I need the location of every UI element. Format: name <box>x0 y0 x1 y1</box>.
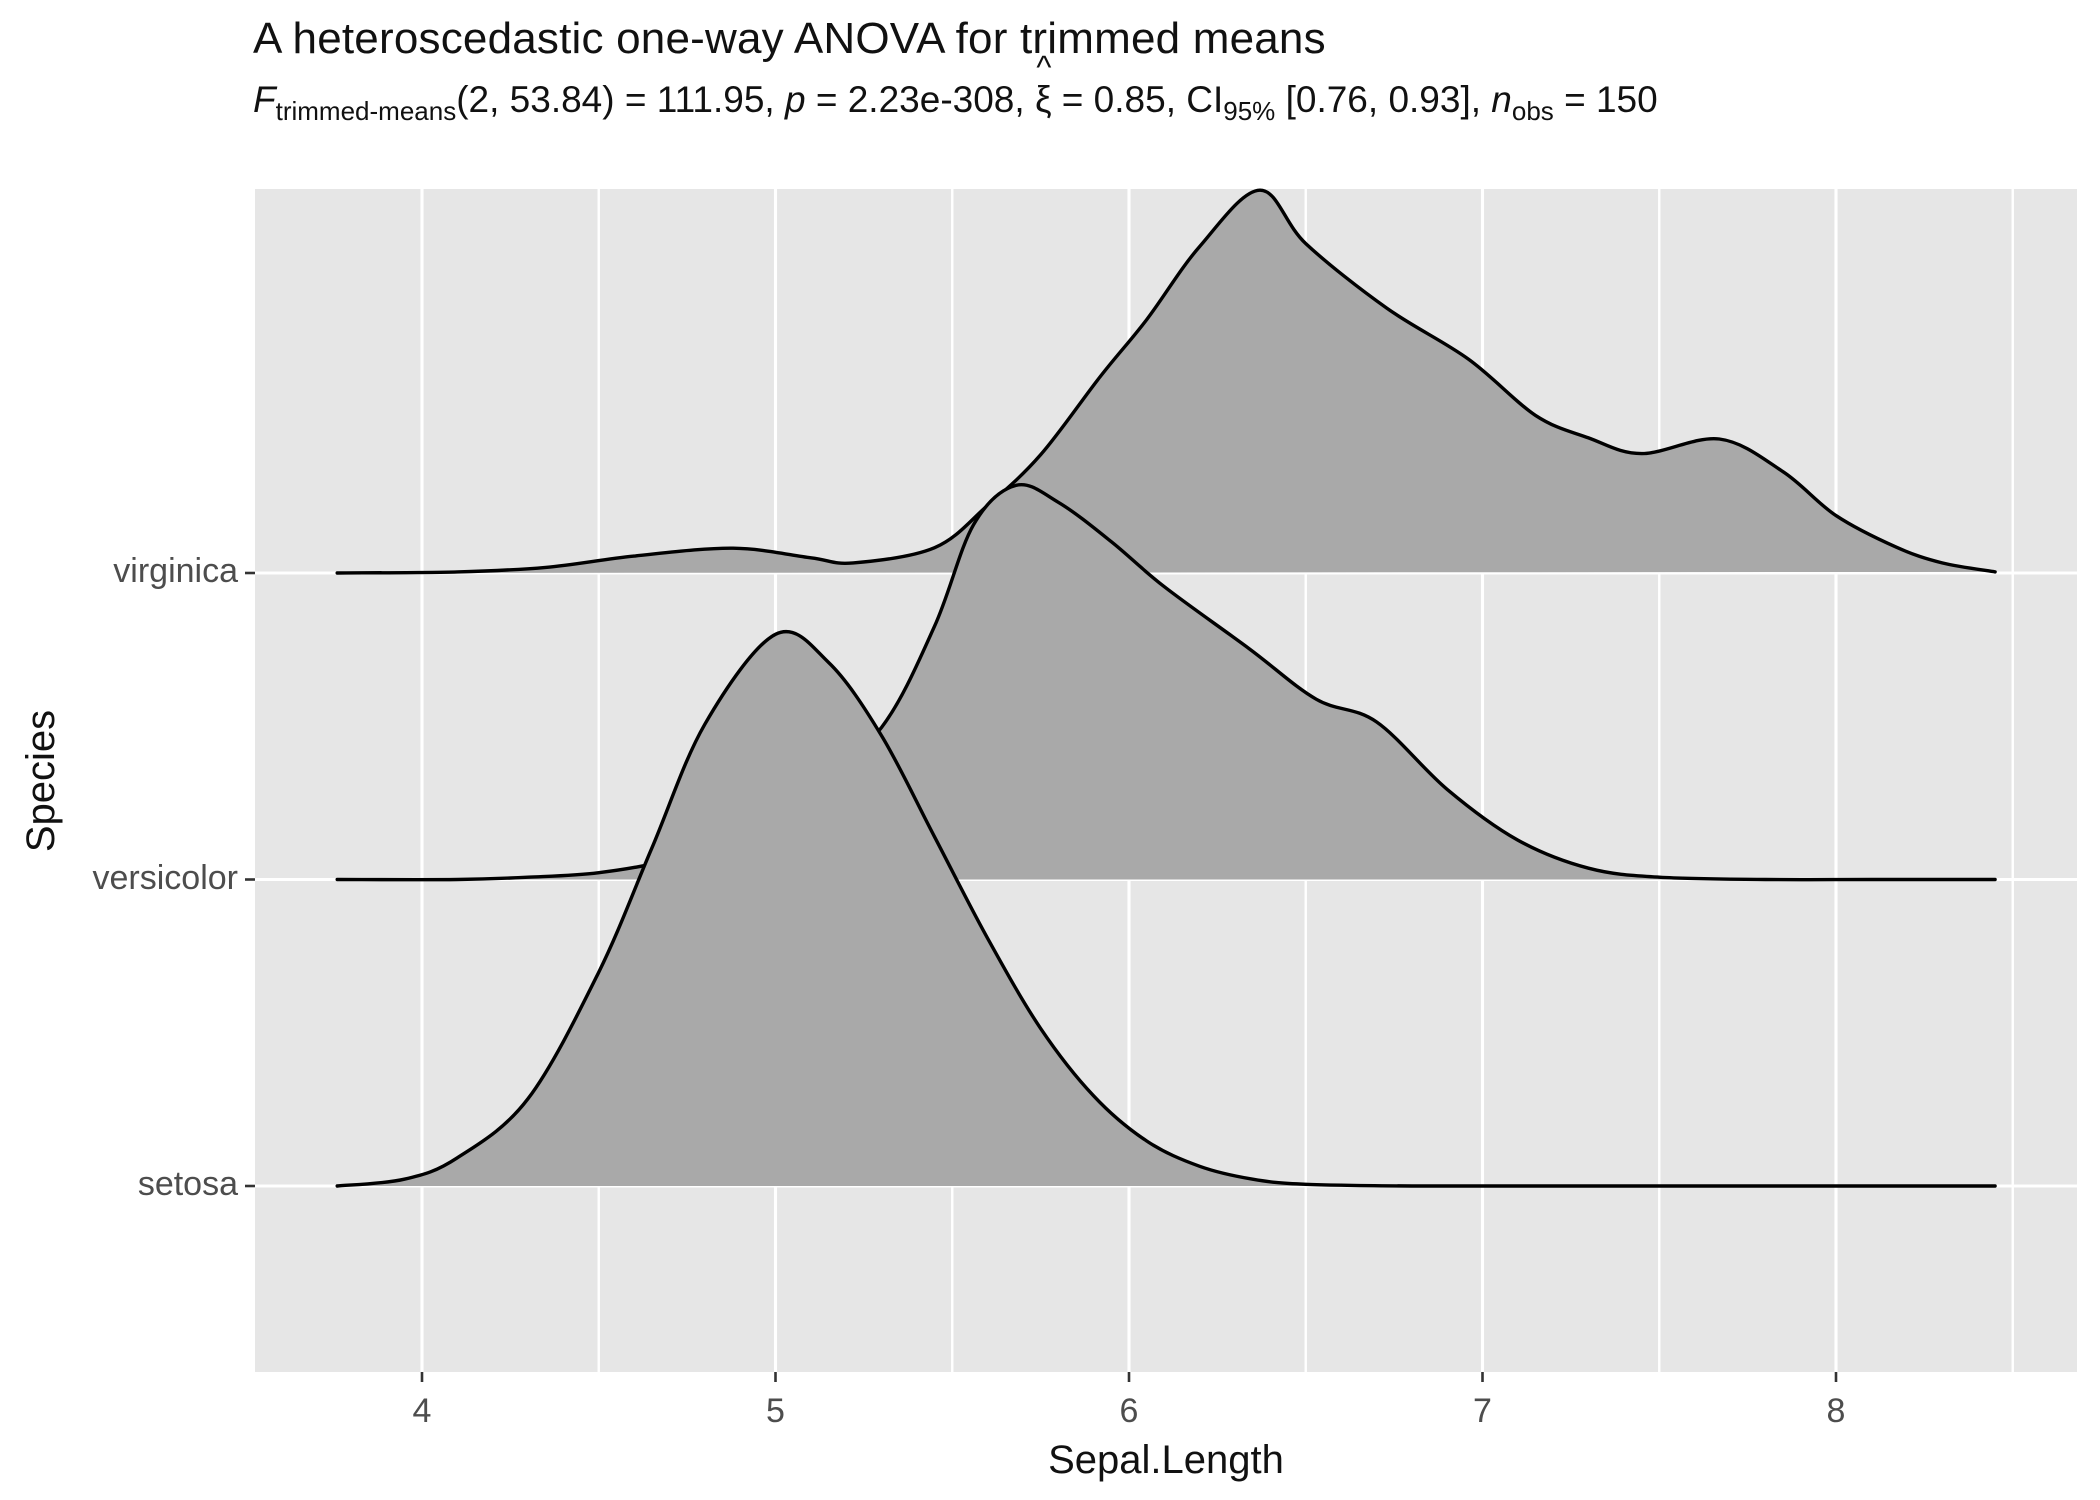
x-axis-tick-label: 4 <box>412 1392 432 1430</box>
subtitle-part: 95% <box>1223 96 1276 126</box>
x-axis-tick-label: 5 <box>766 1392 785 1430</box>
subtitle-part: trimmed-means <box>275 96 457 126</box>
plot-subtitle: Ftrimmed-means(2, 53.84) = 111.95, p = 2… <box>253 51 1658 137</box>
stat-symbol-xi-hat: ξ ^ <box>1034 51 1052 126</box>
y-axis-tick-label: versicolor <box>92 858 238 897</box>
plot-title: A heteroscedastic one-way ANOVA for trim… <box>253 14 1326 63</box>
y-axis-title: Species <box>19 709 63 853</box>
subtitle-part: (2, 53.84) = 111.95, <box>456 79 785 120</box>
ridge-setosa <box>335 630 1997 1188</box>
hat-accent: ^ <box>1036 49 1052 85</box>
x-axis-tick-label: 7 <box>1473 1392 1492 1430</box>
subtitle-part: = 150 <box>1553 79 1658 120</box>
subtitle-part: n <box>1491 79 1512 120</box>
ridge-virginica <box>335 188 1997 575</box>
y-axis-tick-label: virginica <box>113 552 238 590</box>
subtitle-part: obs <box>1511 96 1554 126</box>
subtitle-part: = 2.23e-308, <box>805 79 1035 120</box>
subtitle-part: p <box>784 79 806 120</box>
subtitle-part: ξ <box>1034 79 1052 120</box>
x-axis-tick-label: 6 <box>1119 1392 1139 1430</box>
x-axis-tick-label: 8 <box>1826 1392 1846 1430</box>
subtitle-part: F <box>253 79 276 120</box>
y-axis-tick-label: setosa <box>137 1165 238 1203</box>
x-axis-title: Sepal.Length <box>1048 1438 1284 1482</box>
subtitle-part: = 0.85, CI <box>1051 79 1224 120</box>
subtitle-part: [0.76, 0.93], <box>1275 79 1492 120</box>
